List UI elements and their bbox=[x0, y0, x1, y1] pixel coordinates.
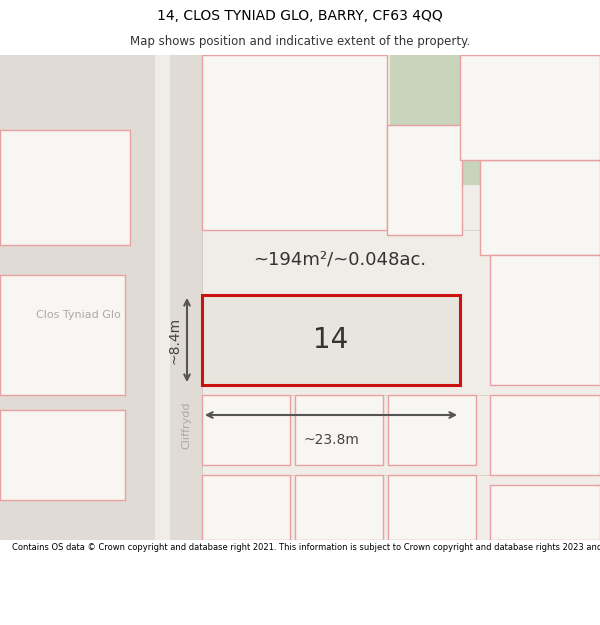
Bar bbox=[0, 130, 130, 245]
Bar bbox=[0, 275, 125, 395]
Polygon shape bbox=[390, 55, 530, 185]
Bar bbox=[0, 410, 125, 500]
Bar bbox=[388, 475, 476, 540]
Text: Clos Tyniad Glo: Clos Tyniad Glo bbox=[35, 310, 121, 320]
Bar bbox=[170, 55, 202, 540]
Text: Map shows position and indicative extent of the property.: Map shows position and indicative extent… bbox=[130, 35, 470, 48]
Text: Cliffrydd: Cliffrydd bbox=[181, 401, 191, 449]
Text: ~8.4m: ~8.4m bbox=[168, 316, 182, 364]
Text: ~23.8m: ~23.8m bbox=[303, 433, 359, 447]
Bar bbox=[490, 485, 600, 540]
Bar bbox=[480, 160, 600, 255]
Bar bbox=[460, 55, 600, 160]
Bar bbox=[202, 55, 387, 230]
Text: 14, CLOS TYNIAD GLO, BARRY, CF63 4QQ: 14, CLOS TYNIAD GLO, BARRY, CF63 4QQ bbox=[157, 9, 443, 24]
Bar bbox=[202, 295, 460, 385]
Bar bbox=[202, 475, 290, 540]
Bar bbox=[388, 395, 476, 465]
Bar bbox=[490, 255, 600, 385]
Bar bbox=[295, 395, 383, 465]
Bar bbox=[0, 55, 155, 540]
Bar bbox=[202, 395, 290, 465]
Text: ~194m²/~0.048ac.: ~194m²/~0.048ac. bbox=[253, 251, 427, 269]
Text: Contains OS data © Crown copyright and database right 2021. This information is : Contains OS data © Crown copyright and d… bbox=[12, 542, 600, 551]
Bar bbox=[295, 475, 383, 540]
Text: 14: 14 bbox=[313, 326, 349, 354]
Bar bbox=[490, 395, 600, 475]
Bar bbox=[387, 125, 462, 235]
